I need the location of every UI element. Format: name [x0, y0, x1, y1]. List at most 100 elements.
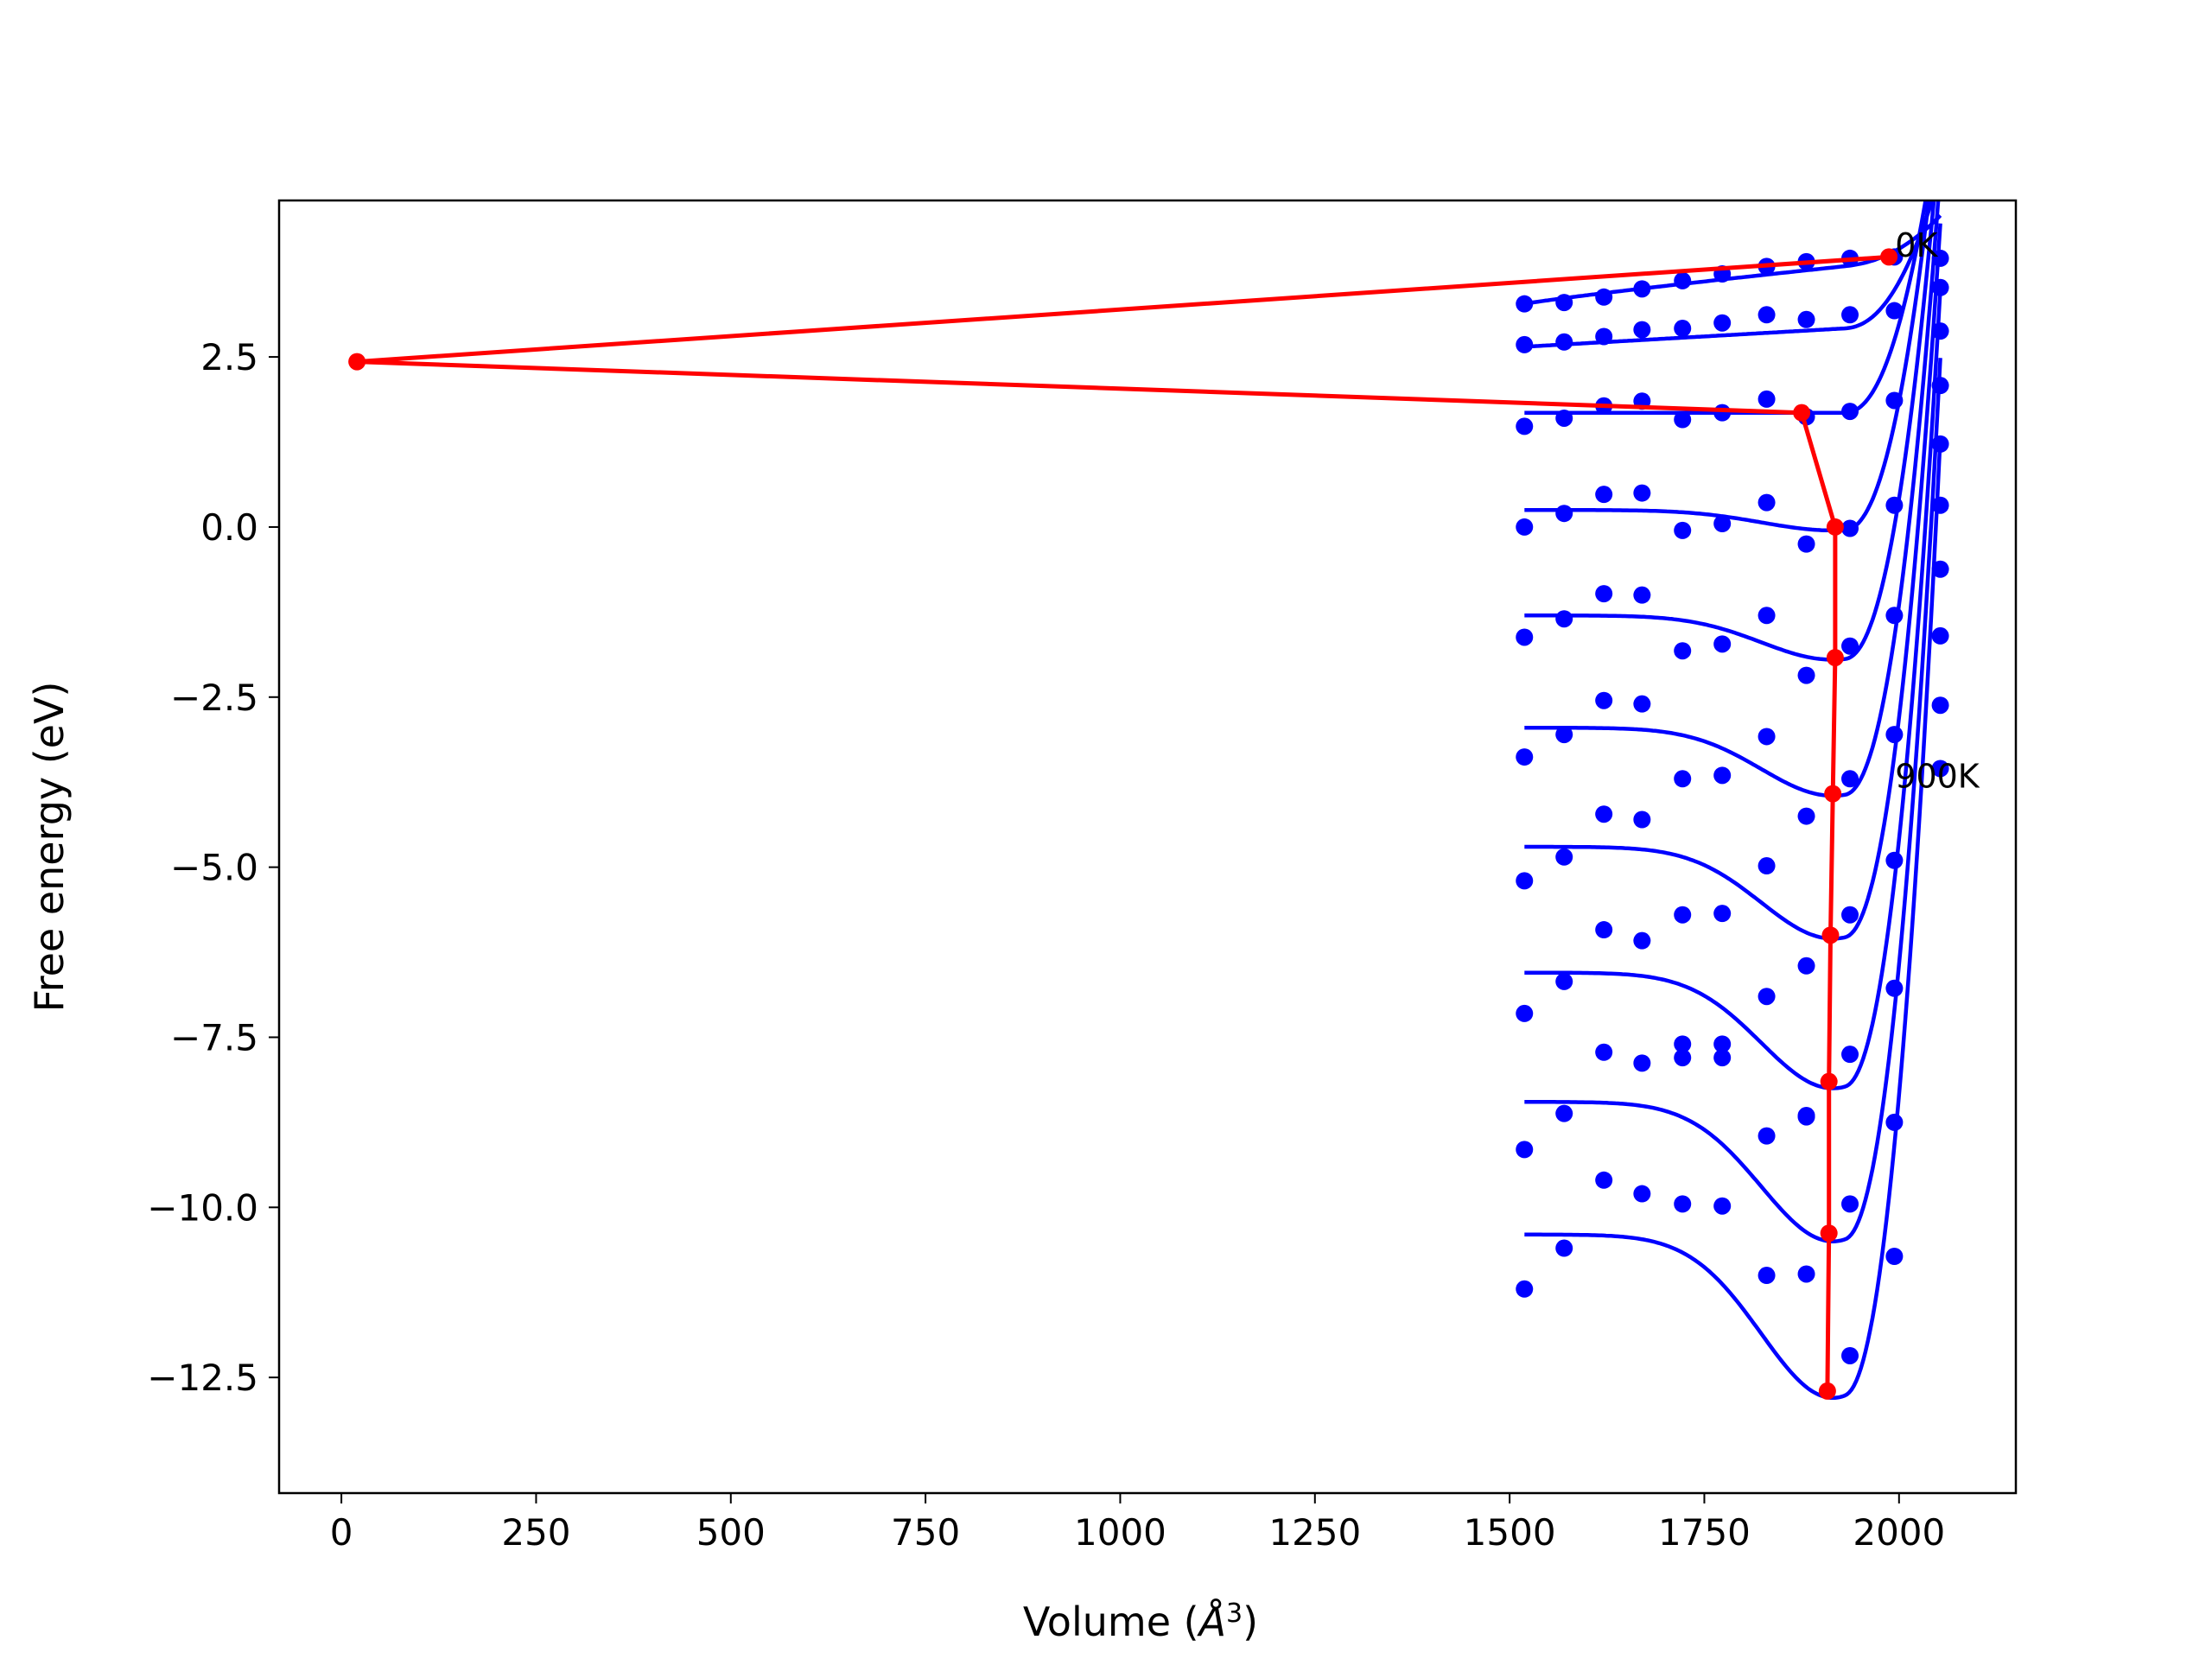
- y-tick-label: 0.0: [200, 506, 258, 549]
- fit-curve-300K: [1524, 200, 1931, 533]
- data-point-400K: [1674, 642, 1692, 660]
- x-tick-label: 0: [330, 1511, 353, 1554]
- data-point-400K: [1516, 628, 1534, 646]
- data-point-100K: [1595, 327, 1613, 346]
- data-point-200K: [1555, 409, 1573, 427]
- data-point-0K: [1674, 271, 1692, 289]
- data-point-100K: [1555, 333, 1573, 351]
- y-tick-label: 2.5: [200, 336, 258, 378]
- data-point-900K: [1555, 1239, 1573, 1257]
- data-point-600K: [1931, 560, 1949, 578]
- data-point-600K: [1713, 905, 1732, 923]
- data-point-900K: [1931, 760, 1949, 778]
- data-point-700K: [1885, 979, 1904, 997]
- fit-curve-100K: [1524, 200, 1935, 349]
- temperature-label-0K: 0K: [1895, 226, 1938, 264]
- x-tick-label: 1750: [1658, 1511, 1751, 1554]
- data-point-400K: [1633, 586, 1651, 604]
- data-point-700K: [1674, 1035, 1692, 1053]
- data-point-600K: [1758, 857, 1776, 875]
- fit-curve-600K: [1524, 223, 1942, 941]
- data-point-500K: [1797, 807, 1815, 825]
- data-point-300K: [1841, 519, 1859, 537]
- fit-curve-700K: [1524, 289, 1942, 1090]
- data-point-800K: [1885, 1113, 1904, 1131]
- fit-curve-0K: [1523, 213, 1942, 306]
- data-point-100K: [1516, 335, 1534, 353]
- data-point-100K: [1633, 321, 1651, 339]
- data-point-500K: [1674, 770, 1692, 788]
- equilibrium-point: [1826, 649, 1844, 667]
- data-point-100K: [1841, 306, 1859, 324]
- plot-layer: 0K 900K: [348, 200, 1980, 1401]
- y-axis-title: Free energy (eV): [26, 682, 73, 1013]
- data-point-400K: [1758, 607, 1776, 625]
- data-point-200K: [1713, 404, 1732, 422]
- data-point-300K: [1674, 521, 1692, 539]
- y-tick-label: −7.5: [170, 1016, 258, 1058]
- data-point-500K: [1555, 726, 1573, 744]
- data-point-800K: [1797, 1108, 1815, 1126]
- data-point-600K: [1555, 848, 1573, 866]
- x-tick-label: 1500: [1464, 1511, 1556, 1554]
- equilibrium-point: [1793, 404, 1811, 422]
- data-point-400K: [1841, 637, 1859, 655]
- data-point-300K: [1595, 486, 1613, 504]
- data-point-300K: [1885, 496, 1904, 514]
- data-point-900K: [1797, 1265, 1815, 1283]
- data-point-800K: [1758, 1127, 1776, 1145]
- data-point-100K: [1674, 320, 1692, 338]
- fit-curve-800K: [1524, 358, 1942, 1243]
- fit-curve-500K: [1524, 200, 1941, 798]
- data-point-700K: [1841, 1046, 1859, 1064]
- data-point-0K: [1555, 294, 1573, 312]
- data-point-900K: [1633, 1185, 1651, 1203]
- data-point-800K: [1595, 1043, 1613, 1061]
- x-tick-label: 1250: [1268, 1511, 1361, 1554]
- data-point-500K: [1931, 496, 1949, 514]
- x-tick-label: 500: [696, 1511, 766, 1554]
- data-point-600K: [1633, 810, 1651, 829]
- data-point-300K: [1516, 518, 1534, 536]
- data-point-700K: [1758, 988, 1776, 1006]
- equilibrium-point: [1818, 1382, 1836, 1400]
- data-point-600K: [1516, 872, 1534, 890]
- data-point-400K: [1595, 585, 1613, 603]
- data-point-0K: [1931, 249, 1949, 267]
- equilibrium-point: [1821, 926, 1840, 944]
- data-point-300K: [1758, 493, 1776, 512]
- data-point-200K: [1674, 410, 1692, 429]
- y-tick-label: −2.5: [170, 677, 258, 719]
- fit-curve-400K: [1524, 200, 1936, 662]
- equilibrium-point: [1826, 518, 1844, 536]
- data-point-800K: [1674, 1049, 1692, 1067]
- data-point-600K: [1797, 957, 1815, 975]
- equilibrium-point: [1820, 1224, 1838, 1243]
- data-point-200K: [1758, 390, 1776, 408]
- equilibrium-point: [1820, 1072, 1838, 1090]
- x-tick-label: 750: [891, 1511, 960, 1554]
- x-tick-label: 250: [501, 1511, 570, 1554]
- data-point-800K: [1841, 1195, 1859, 1213]
- axes-layer: 0 250 500 750 1000 1250 1500 1750 2000 2.5 0.0 −2.5…: [147, 199, 2018, 1554]
- data-point-500K: [1885, 726, 1904, 744]
- data-point-500K: [1758, 728, 1776, 746]
- data-point-700K: [1595, 921, 1613, 939]
- data-point-400K: [1885, 607, 1904, 625]
- equilibrium-point: [348, 353, 366, 371]
- data-point-100K: [1797, 310, 1815, 328]
- y-tick-label: −12.5: [147, 1357, 258, 1399]
- data-point-500K: [1595, 691, 1613, 709]
- data-point-100K: [1885, 302, 1904, 320]
- data-point-400K: [1797, 666, 1815, 684]
- data-point-900K: [1885, 1247, 1904, 1265]
- data-point-600K: [1595, 805, 1613, 823]
- data-point-900K: [1841, 1346, 1859, 1364]
- x-tick-label: 2000: [1853, 1511, 1945, 1554]
- data-point-800K: [1555, 1104, 1573, 1122]
- data-point-700K: [1516, 1004, 1534, 1022]
- data-point-800K: [1931, 696, 1949, 715]
- data-point-400K: [1713, 635, 1732, 653]
- data-point-500K: [1516, 748, 1534, 766]
